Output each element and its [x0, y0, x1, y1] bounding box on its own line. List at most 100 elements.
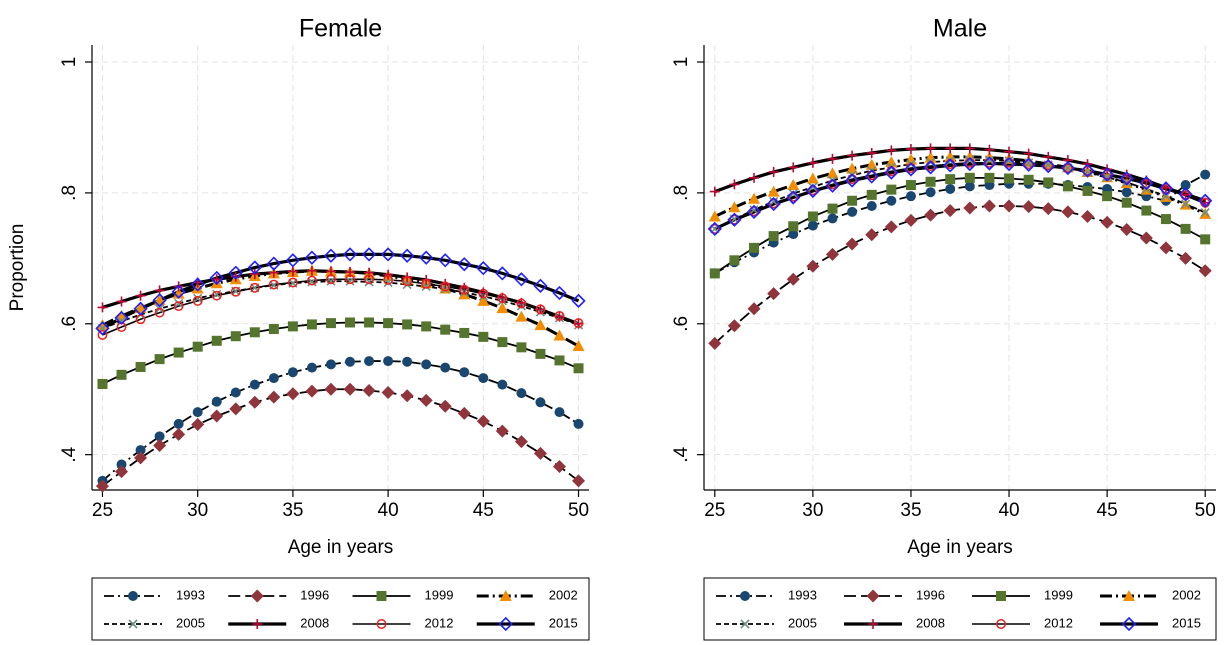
legend-marker	[252, 619, 263, 629]
marker	[476, 261, 491, 276]
marker	[1159, 241, 1173, 255]
marker	[845, 237, 859, 251]
marker	[383, 277, 393, 288]
marker	[345, 356, 356, 367]
marker	[402, 356, 413, 367]
marker	[825, 247, 839, 261]
marker	[421, 321, 432, 332]
marker	[383, 269, 394, 280]
legend-label: 2005	[788, 615, 817, 630]
marker	[886, 195, 897, 206]
marker	[729, 214, 740, 225]
legend-label: 2012	[425, 615, 454, 630]
marker	[173, 301, 184, 312]
marker	[904, 213, 918, 227]
x-tick-label: 25	[92, 500, 113, 521]
marker	[478, 288, 489, 299]
marker	[383, 274, 394, 285]
marker	[1081, 209, 1095, 223]
marker	[438, 399, 452, 413]
legend-label: 1999	[1044, 587, 1073, 602]
legend-label: 1993	[176, 587, 205, 602]
marker	[306, 275, 317, 286]
marker	[727, 319, 741, 333]
marker	[192, 341, 203, 352]
marker	[440, 362, 451, 373]
marker	[945, 143, 956, 154]
legend-marker	[376, 619, 387, 629]
legend-label: 2002	[549, 587, 578, 602]
marker	[325, 318, 336, 329]
panel: Male .4 .6 .8 1 25 30 35 40 45 50 Age in years 1993 1…	[671, 15, 1217, 641]
marker	[905, 144, 916, 155]
marker	[727, 212, 742, 227]
marker	[866, 147, 877, 158]
marker	[1141, 205, 1152, 216]
marker	[190, 277, 205, 292]
marker	[421, 278, 432, 289]
marker	[249, 282, 260, 293]
marker	[135, 445, 146, 456]
marker	[154, 354, 165, 365]
marker	[535, 397, 546, 408]
marker	[421, 359, 432, 370]
marker	[945, 183, 956, 194]
marker	[964, 143, 975, 154]
marker	[923, 160, 938, 175]
marker	[807, 185, 818, 196]
marker	[497, 293, 508, 304]
marker	[496, 302, 509, 314]
marker	[421, 281, 431, 292]
y-tick-label: .8	[671, 185, 692, 201]
y-axis-label: Proportion	[7, 224, 28, 312]
legend-label: 1996	[916, 587, 945, 602]
marker	[1180, 180, 1191, 191]
marker	[495, 266, 510, 281]
legend-marker	[376, 591, 387, 601]
marker	[963, 201, 977, 215]
x-axis-label: Age in years	[907, 537, 1013, 558]
marker	[209, 270, 224, 286]
marker	[1002, 199, 1016, 213]
x-tick-label: 30	[187, 500, 208, 521]
legend-label: 2002	[1172, 587, 1201, 602]
marker	[116, 369, 127, 380]
marker	[268, 373, 279, 384]
marker	[364, 317, 375, 328]
marker	[172, 427, 186, 441]
marker	[807, 157, 818, 168]
marker	[287, 266, 298, 277]
marker	[173, 347, 184, 358]
marker	[572, 340, 585, 352]
marker	[767, 287, 781, 301]
marker	[247, 260, 262, 275]
y-tick-label: .4	[671, 446, 692, 462]
legend-label: 2012	[1044, 615, 1073, 630]
marker	[552, 285, 567, 301]
marker	[806, 172, 819, 184]
marker	[884, 165, 899, 180]
legend-label: 1996	[300, 587, 329, 602]
marker	[788, 221, 799, 232]
marker	[495, 424, 509, 438]
marker	[1181, 199, 1191, 209]
marker	[306, 265, 317, 276]
marker	[847, 150, 858, 161]
series-line	[101, 252, 580, 330]
marker	[174, 298, 184, 309]
marker	[381, 385, 395, 399]
marker	[419, 393, 433, 407]
marker	[95, 321, 110, 336]
marker	[1043, 177, 1054, 188]
marker	[905, 180, 916, 191]
marker	[323, 248, 339, 263]
marker	[133, 301, 148, 316]
marker	[1001, 156, 1017, 172]
marker	[533, 278, 548, 293]
marker	[554, 310, 565, 321]
marker	[478, 331, 489, 342]
marker	[171, 284, 186, 299]
marker	[865, 228, 879, 242]
marker	[1041, 158, 1056, 174]
